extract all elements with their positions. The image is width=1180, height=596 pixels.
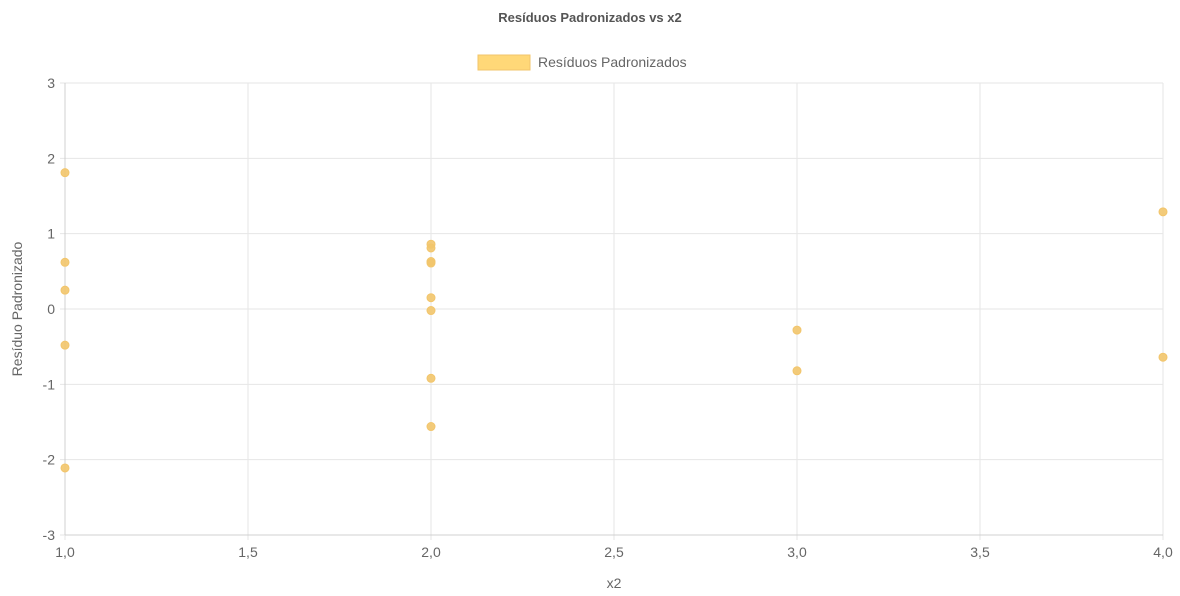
x-gridlines	[64, 83, 1164, 540]
data-point-13[interactable]	[792, 325, 802, 335]
data-point-0[interactable]	[60, 168, 70, 178]
x-tick-label: 3,0	[787, 544, 807, 560]
x-axis-label: x2	[607, 575, 622, 591]
x-tick-labels: 1,0 1,5 2,0 2,5 3,0 3,5 4,0	[55, 544, 1173, 560]
x-tick-label: 2,0	[421, 544, 441, 560]
x-tick-label: 4,0	[1153, 544, 1173, 560]
data-point-3[interactable]	[60, 340, 70, 350]
y-tick-label: 0	[47, 301, 55, 317]
y-tick-label: 2	[47, 150, 55, 166]
legend-label[interactable]: Resíduos Padronizados	[538, 54, 687, 70]
data-points	[60, 168, 1168, 473]
data-point-2[interactable]	[60, 285, 70, 295]
y-tick-label: -3	[43, 527, 56, 543]
data-point-9[interactable]	[426, 293, 436, 303]
y-tick-label: -1	[43, 376, 56, 392]
y-axis-label: Resíduo Padronizado	[9, 241, 25, 376]
data-point-11[interactable]	[426, 373, 436, 383]
y-gridlines	[60, 82, 1163, 536]
data-point-1[interactable]	[60, 257, 70, 267]
legend[interactable]: Resíduos Padronizados	[477, 54, 687, 71]
y-tick-label: 1	[47, 226, 55, 242]
y-tick-label: 3	[47, 75, 55, 91]
legend-swatch[interactable]	[477, 54, 531, 71]
data-point-8[interactable]	[426, 258, 436, 268]
x-tick-label: 2,5	[604, 544, 624, 560]
x-tick-label: 1,5	[238, 544, 258, 560]
data-point-14[interactable]	[792, 366, 802, 376]
data-point-16[interactable]	[1158, 352, 1168, 362]
data-point-4[interactable]	[60, 463, 70, 473]
axes	[64, 83, 1163, 536]
x-tick-label: 3,5	[970, 544, 990, 560]
data-point-12[interactable]	[426, 422, 436, 432]
y-tick-label: -2	[43, 452, 56, 468]
data-point-10[interactable]	[426, 306, 436, 316]
data-point-15[interactable]	[1158, 207, 1168, 217]
y-tick-labels: -3 -2 -1 0 1 2 3	[43, 75, 56, 543]
data-point-6[interactable]	[426, 243, 436, 253]
x-tick-label: 1,0	[55, 544, 75, 560]
chart-title: Resíduos Padronizados vs x2	[498, 10, 682, 25]
